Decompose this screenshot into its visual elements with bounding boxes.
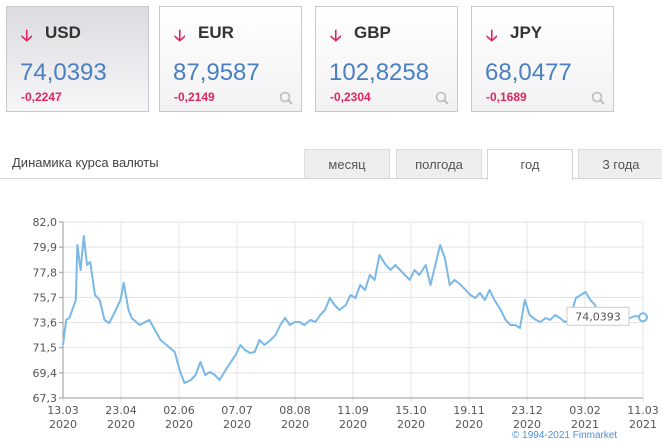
x-tick-label: 2020 [397, 418, 425, 431]
x-tick-label: 13.03 [47, 404, 79, 417]
y-tick-label: 73,6 [33, 317, 58, 330]
x-tick-label: 2021 [571, 418, 599, 431]
x-tick-label: 2020 [223, 418, 251, 431]
currency-rate: 87,9587 [173, 59, 260, 86]
y-tick-label: 69,4 [33, 367, 58, 380]
x-tick-label: 11.03 [627, 404, 659, 417]
x-tick-label: 23.12 [511, 404, 543, 417]
x-tick-label: 11.09 [337, 404, 369, 417]
x-tick-label: 2020 [49, 418, 77, 431]
magnifier-icon[interactable] [279, 91, 293, 105]
x-tick-label: 2021 [629, 418, 657, 431]
tooltip-box [566, 306, 630, 326]
tab-3-years[interactable]: 3 года [578, 149, 662, 178]
currency-rate: 102,8258 [329, 59, 430, 86]
magnifier-icon[interactable] [435, 91, 449, 105]
tab-month[interactable]: месяц [304, 149, 390, 178]
tab-half-year[interactable]: полгода [396, 149, 482, 178]
y-tick-label: 71,5 [33, 342, 58, 355]
currency-rate: 74,0393 [20, 59, 107, 86]
x-tick-label: 08.08 [279, 404, 311, 417]
x-tick-label: 23.04 [105, 404, 137, 417]
x-tick-label: 19.11 [453, 404, 485, 417]
y-tick-label: 75,7 [33, 291, 58, 304]
series-line-usd [62, 235, 644, 384]
section-title: Динамика курса валюты [12, 155, 159, 170]
x-tick-label: 07.07 [221, 404, 253, 417]
x-tick-label: 15.10 [395, 404, 427, 417]
x-tick-label: 2020 [455, 418, 483, 431]
currency-card-jpy[interactable]: 🡣 JPY 68,0477 -0,1689 [471, 6, 614, 112]
currency-rate: 68,0477 [485, 59, 572, 86]
currency-code: EUR [198, 23, 234, 42]
y-tick-label: 67,3 [33, 392, 58, 405]
x-tick-label: 2020 [339, 418, 367, 431]
x-tick-label: 2020 [281, 418, 309, 431]
currency-card-gbp[interactable]: 🡣 GBP 102,8258 -0,2304 [315, 6, 458, 112]
arrow-down-icon: 🡣 [330, 28, 342, 45]
x-tick-label: 2020 [513, 418, 541, 431]
currency-change: -0,1689 [486, 90, 527, 104]
tab-year[interactable]: год [487, 149, 573, 180]
y-tick-label: 79,9 [33, 241, 58, 254]
arrow-down-icon: 🡣 [21, 28, 33, 45]
currency-card-usd[interactable]: 🡣 USD 74,0393 -0,2247 [6, 6, 149, 112]
currency-code: JPY [510, 23, 543, 42]
y-tick-label: 77,8 [33, 266, 58, 279]
y-tick-label: 82,0 [33, 216, 58, 229]
last-point-marker [638, 312, 648, 323]
arrow-down-icon: 🡣 [486, 28, 498, 45]
x-tick-label: 03.02 [569, 404, 601, 417]
currency-change: -0,2304 [330, 90, 371, 104]
magnifier-icon[interactable] [591, 91, 605, 105]
x-tick-label: 02.06 [163, 404, 195, 417]
tab-divider [0, 178, 662, 179]
currency-code: USD [45, 23, 81, 42]
x-tick-label: 2020 [165, 418, 193, 431]
tooltip-value: 74,0393 [575, 310, 621, 323]
currency-card-eur[interactable]: 🡣 EUR 87,9587 -0,2149 [159, 6, 302, 112]
x-tick-label: 2020 [107, 418, 135, 431]
arrow-down-icon: 🡣 [174, 28, 186, 45]
currency-code: GBP [354, 23, 391, 42]
currency-change: -0,2149 [174, 90, 215, 104]
currency-change: -0,2247 [21, 90, 62, 104]
